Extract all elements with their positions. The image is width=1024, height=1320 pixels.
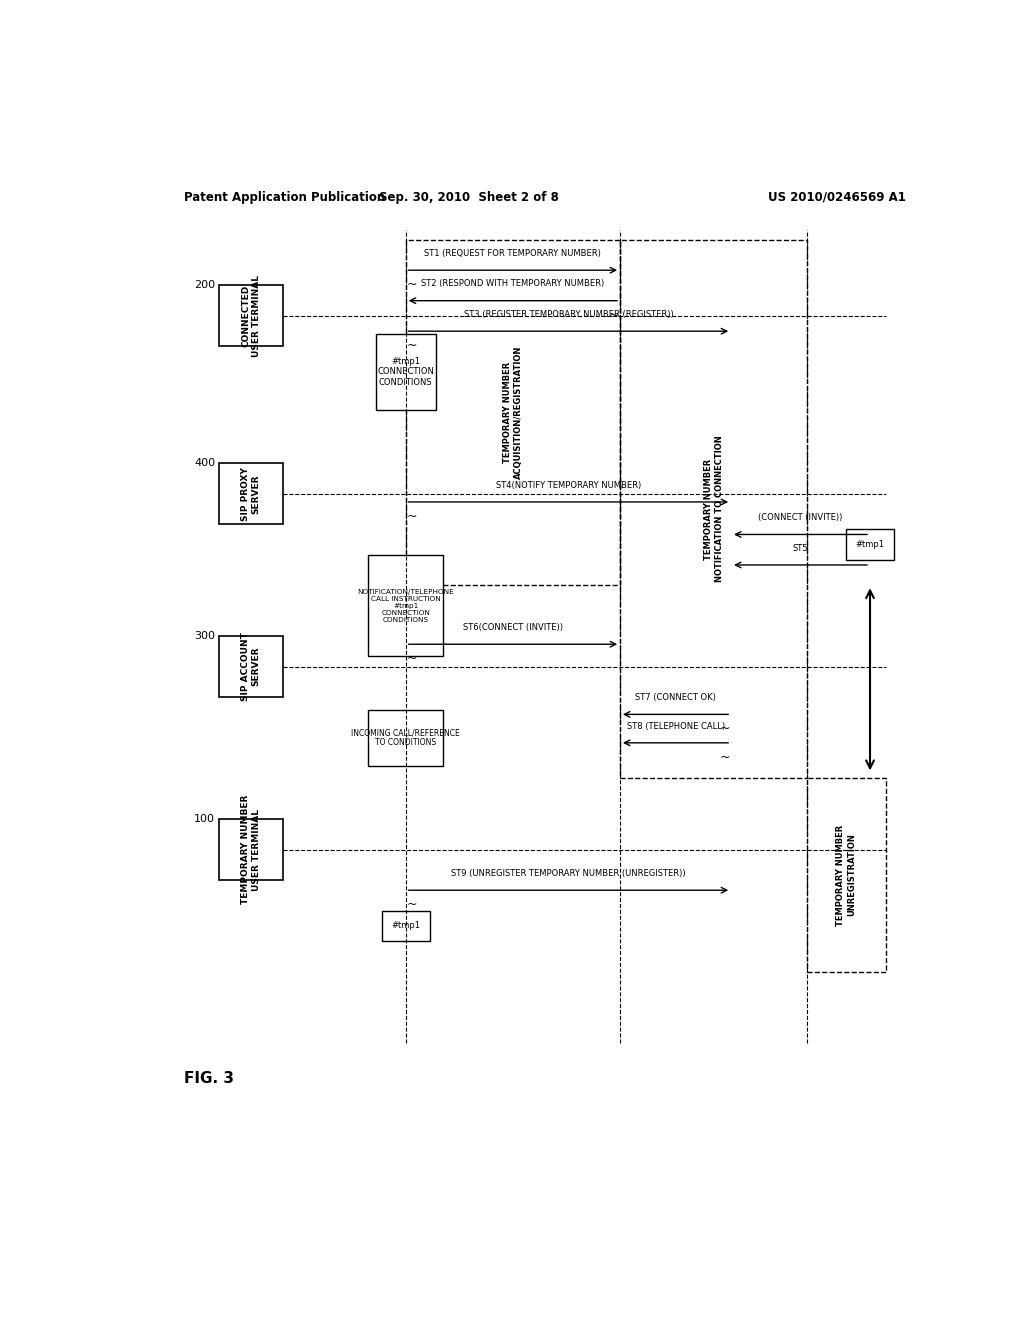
- Text: ST6(CONNECT (INVITE)): ST6(CONNECT (INVITE)): [463, 623, 563, 632]
- Text: ST7 (CONNECT OK): ST7 (CONNECT OK): [635, 693, 716, 702]
- Text: ST1 (REQUEST FOR TEMPORARY NUMBER): ST1 (REQUEST FOR TEMPORARY NUMBER): [425, 249, 601, 257]
- Text: #tmp1
CONNECTION
CONDITIONS: #tmp1 CONNECTION CONDITIONS: [377, 356, 434, 387]
- Text: ST8 (TELEPHONE CALL): ST8 (TELEPHONE CALL): [627, 722, 725, 731]
- Text: Sep. 30, 2010  Sheet 2 of 8: Sep. 30, 2010 Sheet 2 of 8: [379, 190, 559, 203]
- Text: 400: 400: [195, 458, 215, 469]
- Text: Patent Application Publication: Patent Application Publication: [183, 190, 385, 203]
- Text: ST3 (REGISTER TEMPORARY NUMBER (REGISTER)): ST3 (REGISTER TEMPORARY NUMBER (REGISTER…: [464, 310, 674, 319]
- Text: TEMPORARY NUMBER
USER TERMINAL: TEMPORARY NUMBER USER TERMINAL: [242, 795, 261, 904]
- Text: ST5: ST5: [793, 544, 808, 553]
- Text: ~: ~: [407, 510, 418, 523]
- Text: SIP PROXY
SERVER: SIP PROXY SERVER: [242, 467, 261, 521]
- Text: 300: 300: [195, 631, 215, 642]
- Bar: [620, 240, 807, 779]
- Text: TEMPORARY NUMBER
NOTIFICATION TO CONNECTION: TEMPORARY NUMBER NOTIFICATION TO CONNECT…: [703, 436, 724, 582]
- Text: FIG. 3: FIG. 3: [183, 1071, 233, 1086]
- Text: TEMPORARY NUMBER
UNREGISTRATION: TEMPORARY NUMBER UNREGISTRATION: [837, 824, 856, 925]
- Text: ~: ~: [608, 309, 618, 322]
- Bar: [807, 779, 886, 972]
- Bar: [219, 636, 283, 697]
- Text: (CONNECT (INVITE)): (CONNECT (INVITE)): [759, 513, 843, 523]
- Text: CONNECTED
USER TERMINAL: CONNECTED USER TERMINAL: [242, 275, 261, 356]
- Text: 200: 200: [195, 280, 215, 290]
- Text: ~: ~: [407, 279, 418, 290]
- Text: ~: ~: [407, 652, 418, 665]
- Bar: [368, 710, 443, 766]
- Text: ~: ~: [720, 751, 730, 763]
- Bar: [376, 334, 435, 411]
- Text: ~: ~: [720, 722, 730, 735]
- Text: TEMPORARY NUMBER
ACQUISITION/REGISTRATION: TEMPORARY NUMBER ACQUISITION/REGISTRATIO…: [503, 346, 523, 479]
- Text: ST2 (RESPOND WITH TEMPORARY NUMBER): ST2 (RESPOND WITH TEMPORARY NUMBER): [421, 280, 604, 289]
- Text: ~: ~: [407, 339, 418, 352]
- Bar: [382, 911, 430, 941]
- Text: ~: ~: [407, 898, 418, 911]
- Text: NOTIFICATION/TELEPHONE
CALL INSTRUCTION
#tmp1
CONNECTION
CONDITIONS: NOTIFICATION/TELEPHONE CALL INSTRUCTION …: [357, 589, 454, 623]
- Bar: [219, 463, 283, 524]
- Bar: [368, 554, 443, 656]
- Text: #tmp1: #tmp1: [855, 540, 885, 549]
- Text: 100: 100: [195, 814, 215, 824]
- Bar: [219, 285, 283, 346]
- Bar: [846, 529, 894, 560]
- Text: INCOMING CALL/REFERENCE
TO CONDITIONS: INCOMING CALL/REFERENCE TO CONDITIONS: [351, 729, 460, 747]
- Text: ST9 (UNREGISTER TEMPORARY NUMBER (UNREGISTER)): ST9 (UNREGISTER TEMPORARY NUMBER (UNREGI…: [452, 869, 686, 878]
- Text: US 2010/0246569 A1: US 2010/0246569 A1: [768, 190, 905, 203]
- Text: ST4(NOTIFY TEMPORARY NUMBER): ST4(NOTIFY TEMPORARY NUMBER): [496, 480, 641, 490]
- Text: #tmp1: #tmp1: [391, 921, 420, 931]
- Bar: [406, 240, 621, 585]
- Bar: [219, 818, 283, 880]
- Text: SIP ACCOUNT
SERVER: SIP ACCOUNT SERVER: [242, 632, 261, 701]
